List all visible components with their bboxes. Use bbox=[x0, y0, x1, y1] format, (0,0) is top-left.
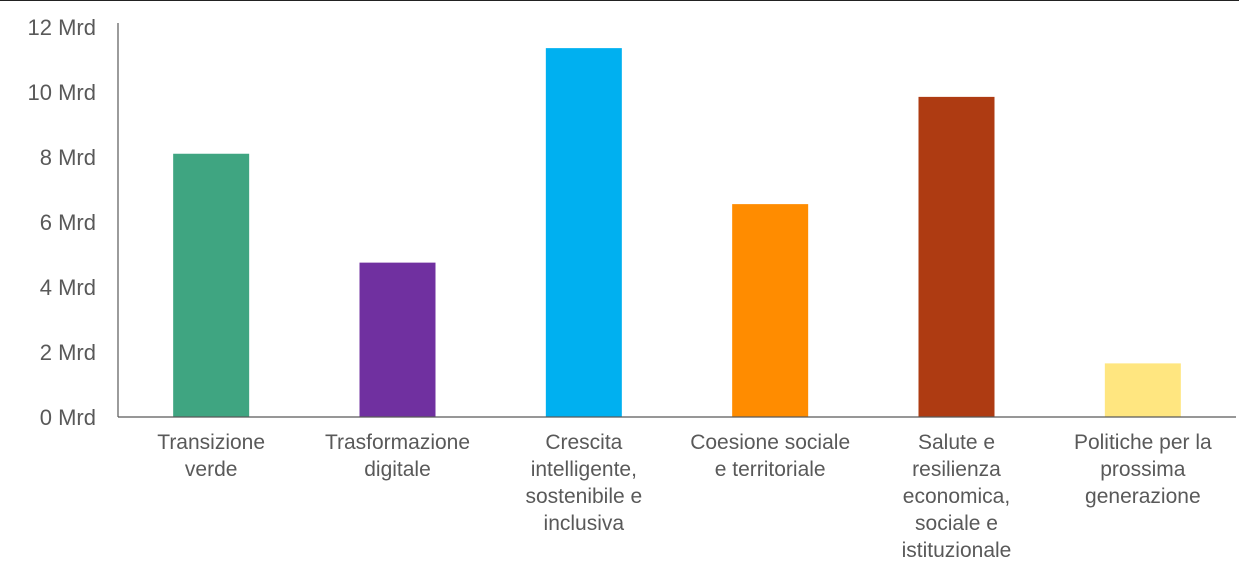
x-category-label-line: e territoriale bbox=[715, 458, 826, 481]
x-category-label-line: sociale e bbox=[915, 512, 998, 535]
x-category-label: Salute e resilienza economica, sociale e ist… bbox=[902, 431, 1012, 562]
y-tick-label: 4 Mrd bbox=[40, 275, 96, 300]
y-tick-label: 6 Mrd bbox=[40, 210, 96, 235]
y-tick-label: 12 Mrd bbox=[28, 15, 96, 40]
x-category-label-line: Crescita bbox=[545, 431, 622, 454]
x-category-label-line: istituzionale bbox=[902, 539, 1012, 562]
x-category-label-line: digitale bbox=[364, 458, 431, 481]
x-axis: Transizione verde Trasformazione digitale Cr… bbox=[118, 416, 1236, 562]
x-category-label-line: Coesione sociale bbox=[690, 431, 850, 454]
x-category-label: Coesione sociale e territoriale bbox=[690, 431, 850, 481]
y-tick-label: 8 Mrd bbox=[40, 145, 96, 170]
y-tick-label: 0 Mrd bbox=[40, 405, 96, 430]
bars bbox=[173, 48, 1181, 417]
x-category-label: Transizione verde bbox=[157, 431, 265, 481]
x-category-label: Trasformazione digitale bbox=[325, 431, 470, 481]
x-category-label-line: inclusiva bbox=[544, 512, 625, 535]
x-category-label-line: sostenibile e bbox=[525, 485, 642, 508]
x-category-label-line: resilienza bbox=[912, 458, 1001, 481]
x-category-label-line: Trasformazione bbox=[325, 431, 470, 454]
x-category-label-line: economica, bbox=[903, 485, 1010, 508]
x-category-label-line: verde bbox=[185, 458, 238, 481]
x-category-label: Politiche per la prossima generazione bbox=[1074, 431, 1212, 508]
y-axis: 0 Mrd 2 Mrd 4 Mrd 6 Mrd 8 Mrd 10 Mrd 12 Mrd bbox=[28, 15, 119, 430]
bar-5 bbox=[918, 96, 995, 417]
x-category-label-line: Politiche per la bbox=[1074, 431, 1212, 454]
bar-1 bbox=[173, 153, 250, 417]
bar-2 bbox=[359, 262, 436, 417]
bar-4 bbox=[732, 204, 809, 417]
x-category-label-line: generazione bbox=[1085, 485, 1201, 508]
x-category-label: Crescita intelligente, sostenibile e inclus… bbox=[525, 431, 642, 535]
bar-6 bbox=[1104, 363, 1181, 417]
x-category-label-line: Salute e bbox=[918, 431, 995, 454]
x-category-label-line: prossima bbox=[1100, 458, 1186, 481]
y-tick-label: 2 Mrd bbox=[40, 340, 96, 365]
x-category-label-line: Transizione bbox=[157, 431, 265, 454]
y-tick-label: 10 Mrd bbox=[28, 80, 96, 105]
bar-3 bbox=[545, 48, 622, 417]
x-category-label-line: intelligente, bbox=[531, 458, 637, 481]
